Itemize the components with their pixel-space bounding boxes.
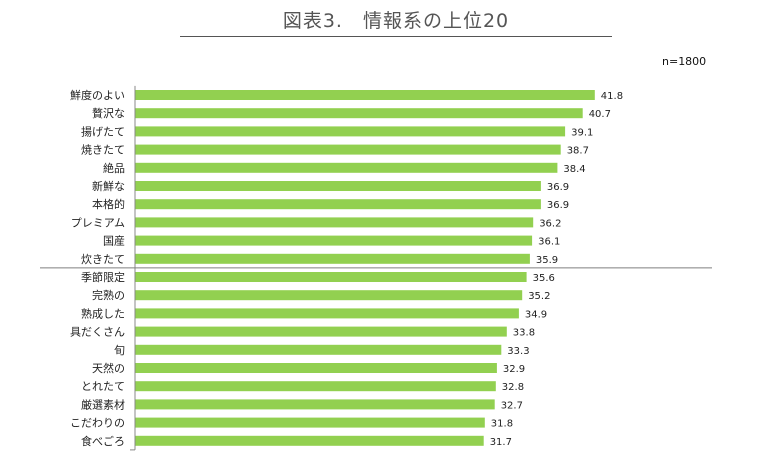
title-underline	[180, 36, 612, 37]
category-label: 絶品	[103, 161, 125, 175]
data-label: 32.8	[502, 382, 524, 393]
bar	[135, 344, 502, 355]
category-label: 本格的	[92, 197, 125, 211]
bar	[135, 235, 533, 246]
bar	[135, 217, 534, 228]
bar	[135, 326, 507, 337]
data-label: 36.9	[547, 200, 569, 211]
category-label: 国産	[103, 235, 125, 248]
bar	[135, 126, 566, 137]
data-label: 32.9	[503, 364, 525, 375]
category-label: 具だくさん	[70, 326, 125, 339]
data-label: 38.7	[567, 146, 589, 157]
bar	[135, 181, 541, 191]
category-label: とれたて	[81, 380, 125, 393]
data-label: 31.7	[490, 437, 512, 448]
bar	[135, 108, 583, 119]
data-label: 31.8	[491, 419, 513, 430]
category-label: 揚げたて	[81, 125, 125, 138]
bar	[135, 363, 497, 373]
category-label: 食べごろ	[81, 434, 125, 448]
bar	[135, 253, 530, 264]
data-label: 33.8	[513, 328, 535, 339]
category-label: 炊きたて	[81, 253, 125, 266]
chart-title: 図表3. 情報系の上位20	[282, 10, 510, 32]
bar	[135, 399, 495, 410]
data-label: 41.8	[601, 91, 623, 102]
bar	[135, 290, 523, 301]
category-label: 季節限定	[81, 270, 125, 284]
bar	[135, 435, 484, 446]
data-label: 36.2	[539, 218, 561, 229]
data-label: 36.1	[538, 237, 560, 248]
category-label: 鮮度のよい	[70, 88, 125, 102]
data-label: 32.7	[501, 400, 523, 411]
category-label: 天然の	[92, 361, 125, 375]
sample-size-label: n=1800	[662, 55, 707, 68]
category-label: 焼きたて	[81, 144, 125, 157]
category-label: こだわりの	[70, 417, 125, 430]
bar	[135, 308, 519, 319]
category-label: 熟成した	[81, 306, 125, 320]
category-label: 新鮮な	[92, 179, 125, 193]
data-label: 35.2	[528, 291, 550, 302]
category-label: 厳選素材	[81, 397, 125, 411]
category-label: 贅沢な	[92, 106, 125, 120]
bar	[135, 90, 595, 100]
data-label: 38.4	[563, 164, 585, 175]
category-label: 旬	[114, 344, 125, 357]
data-label: 33.3	[507, 346, 529, 357]
data-label: 39.1	[571, 127, 593, 138]
category-label: プレミアム	[71, 216, 125, 229]
bar	[135, 417, 485, 428]
data-label: 40.7	[589, 109, 611, 120]
bar	[135, 199, 541, 210]
bar	[135, 162, 558, 173]
data-label: 35.9	[536, 255, 558, 266]
category-label: 完熟の	[92, 288, 125, 302]
data-label: 35.6	[533, 273, 555, 284]
bar	[135, 381, 496, 392]
bar	[135, 144, 561, 155]
bar	[135, 272, 527, 282]
data-label: 34.9	[525, 309, 547, 320]
data-label: 36.9	[547, 182, 569, 193]
